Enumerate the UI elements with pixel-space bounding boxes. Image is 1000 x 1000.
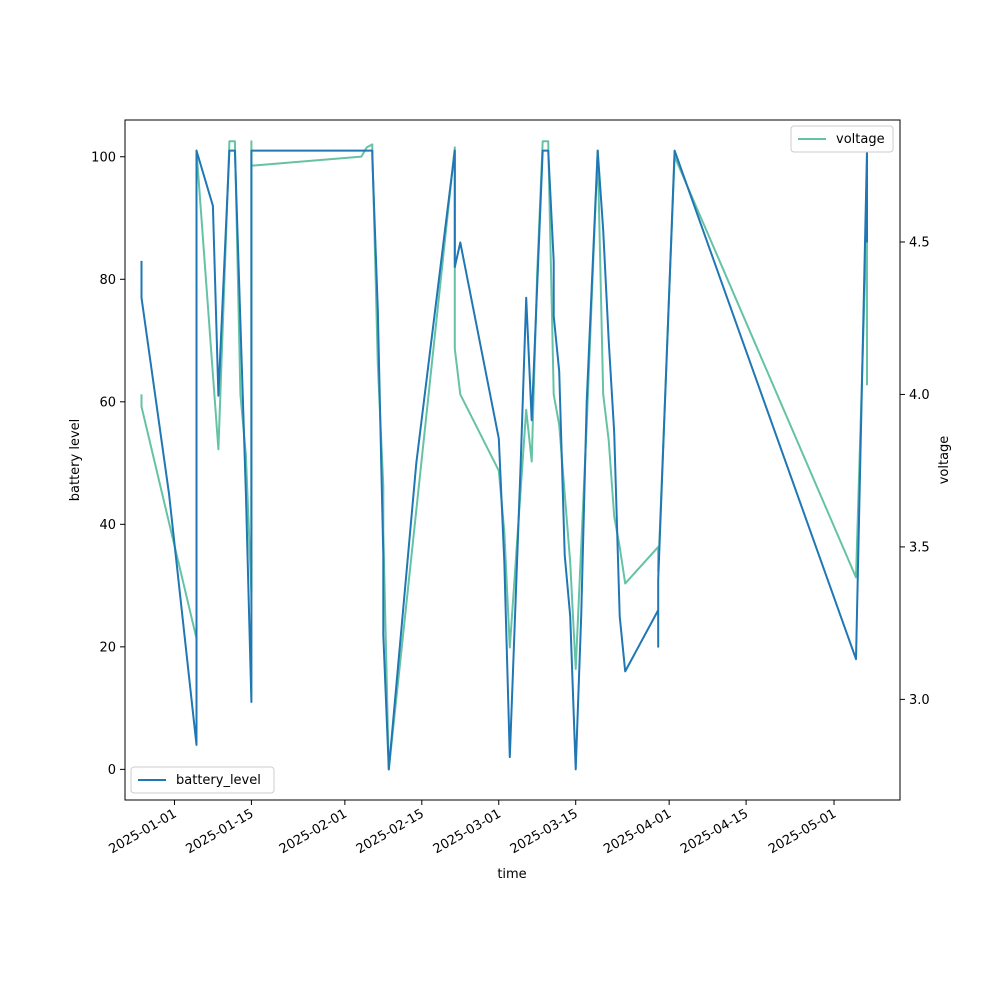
legend-voltage-label: voltage — [836, 132, 885, 147]
left-y-axis-ticks: 0 20 40 60 80 100 — [91, 150, 125, 778]
legend-battery-level: battery_level — [130, 766, 275, 794]
right-y-tick-label: 3.5 — [909, 540, 930, 555]
right-y-axis-label: voltage — [937, 436, 952, 485]
left-y-tick-label: 20 — [99, 640, 116, 655]
legend-voltage-box — [790, 125, 894, 153]
left-y-tick-label: 80 — [99, 273, 116, 288]
plot-frame — [124, 119, 901, 801]
left-y-tick-label: 60 — [99, 395, 116, 410]
right-y-tick-label: 4.0 — [909, 388, 930, 403]
left-y-axis-label: battery level — [68, 419, 83, 502]
right-y-tick-label: 3.0 — [909, 693, 930, 708]
legend-battery-level-label: battery_level — [176, 773, 261, 788]
right-y-axis-ticks: 3.0 3.5 4.0 4.5 — [900, 235, 930, 708]
left-y-tick-label: 100 — [91, 150, 116, 165]
right-y-tick-label: 4.5 — [909, 235, 930, 250]
x-axis-label: time — [497, 867, 526, 882]
left-y-tick-label: 0 — [108, 763, 116, 778]
legend-battery-level-box — [130, 766, 275, 794]
plot-lines — [140, 140, 868, 771]
series-line-battery-level — [140, 149, 868, 771]
left-y-tick-label: 40 — [99, 518, 116, 533]
legend-voltage: voltage — [790, 125, 894, 153]
